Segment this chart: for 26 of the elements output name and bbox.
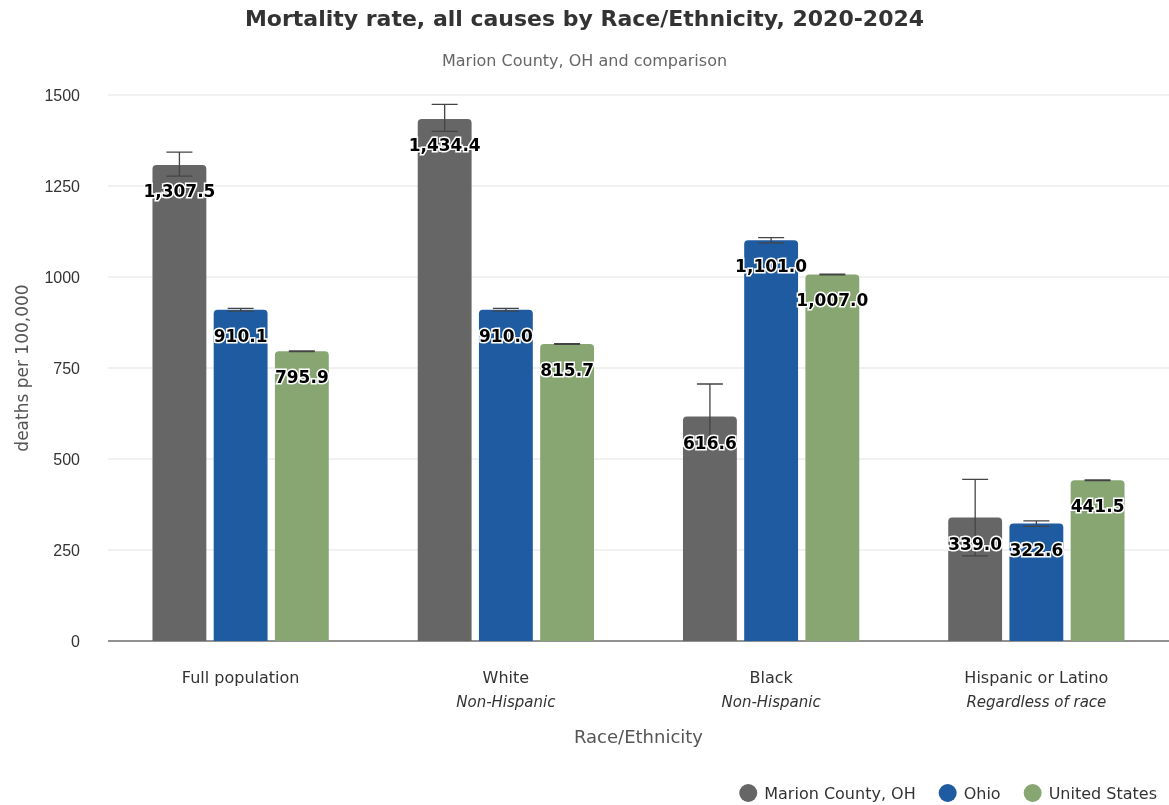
legend-label: Marion County, OH [764,784,916,803]
chart-title: Mortality rate, all causes by Race/Ethnicity, 2020-2024 [244,6,925,31]
x-axis-title: Race/Ethnicity [573,726,704,747]
data-label: 910.1 [213,325,268,346]
data-label: 795.9 [274,367,329,388]
y-tick-label: 250 [53,541,81,559]
y-tick-label: 0 [71,632,81,650]
legend-label: United States [1048,784,1157,803]
y-tick-label: 1250 [44,177,81,195]
y-axis-title: deaths per 100,000 [12,284,32,452]
x-tick-label: White Non-Hispanic [456,668,557,711]
data-label: 441.5 [1070,496,1125,517]
data-label: 815.7 [540,360,594,381]
x-tick-label: Black Non-Hispanic [721,668,822,711]
data-label: 339.0 [948,533,1003,554]
data-label: 616.6 [683,432,737,453]
data-label: 910.0 [478,325,533,346]
legend-label: Ohio [963,784,1001,803]
y-tick-label: 1000 [44,268,81,286]
y-tick-label: 1500 [44,86,81,104]
y-tick-label: 750 [53,359,81,377]
x-tick-label: Full population [181,668,300,687]
data-label: 322.6 [1009,539,1064,560]
chart-subtitle: Marion County, OH and comparison [441,51,728,70]
x-tick-label: Hispanic or Latino Regardless of race [964,668,1109,711]
y-tick-label: 500 [53,450,81,468]
